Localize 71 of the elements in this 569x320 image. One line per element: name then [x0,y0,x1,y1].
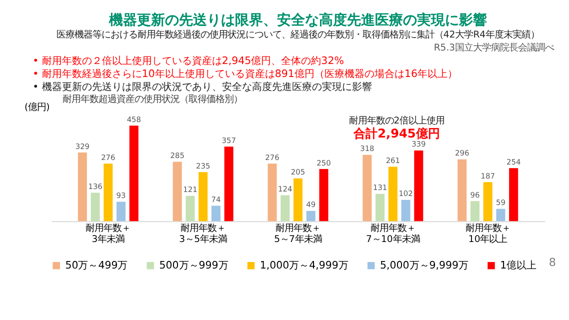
x-tick-label: 耐用年数＋3～5年未満 [179,222,228,246]
x-tick-label: 耐用年数＋10年以上 [465,222,510,246]
data-label: 235 [196,161,210,170]
data-label: 124 [278,184,292,194]
bar [90,192,100,222]
legend-label: 5,000万～9,999万 [380,259,469,272]
data-label: 458 [126,114,142,124]
bar [78,152,87,222]
data-label: 296 [454,148,470,158]
data-label: 102 [398,189,413,198]
bar [268,164,277,222]
legend-label: 1億以上 [500,259,537,272]
bar [104,164,113,222]
data-label: 339 [412,140,426,149]
y-axis-title: (億円) [24,102,50,113]
data-label: 261 [386,156,400,165]
data-label: 276 [265,152,280,162]
x-tick-label: 耐用年数＋5～7年未満 [274,222,322,246]
bar [198,172,208,222]
data-label: 131 [372,183,388,192]
x-tick-label: 耐用年数＋3年未満 [86,222,131,246]
bar [129,126,138,222]
text: • 耐用年数経過後さらに10年以上使用している資産は891億円（医療機器の場合は16年以上） [32,68,458,80]
annotation: 合計2,945億円 [352,126,440,140]
data-label: 59 [496,198,506,208]
legend-label: 1,000万～4,999万 [260,259,348,272]
data-label: 205 [290,168,306,177]
bar [211,206,220,222]
x-tick-label: 耐用年数＋7～10年未満 [366,222,420,246]
data-label: 93 [116,191,126,200]
text: • 耐用年数の２倍以上使用している資産は2,945億円、全体の約32% [32,54,344,67]
data-label: 357 [222,136,236,145]
legend-label: 500万～999万 [159,259,228,272]
data-label: 121 [183,185,198,194]
annotation: 耐用年数の2倍以上使用 [348,115,445,126]
text: R5.3国立大学病院長会議調べ [434,42,554,54]
data-label: 187 [480,171,496,180]
text: 8 [548,256,556,269]
data-label: 329 [75,142,90,151]
bar [186,196,195,222]
bar [458,159,467,222]
bar [376,194,385,222]
bar [319,169,328,222]
data-label: 136 [88,182,103,192]
data-label: 96 [470,190,480,200]
data-label: 49 [306,200,316,210]
data-label: 276 [101,152,116,162]
bar [280,195,290,222]
data-label: 254 [506,157,521,166]
bar [294,178,303,222]
data-label: 250 [316,158,332,168]
bar [306,210,316,222]
chart-title: 機器更新の先送りは限界、安全な高度先進医療の実現に影響 [108,12,488,29]
bar [172,162,182,222]
bar [388,166,398,222]
data-label: 285 [170,150,185,160]
text: • 機器更新の先送りは限界の状況であり、安全な高度先進医療の実現に影響 [32,80,372,93]
bar [401,200,410,222]
bar [414,150,424,222]
text: 耐用年数超過資産の使用状況（取得価格別） [62,94,242,105]
legend-label: 50万～499万 [65,259,128,272]
bar [116,202,126,222]
chart-subtitle: 医療機器等における耐用年数経過後の使用状況について、経過後の年数別・取得価格別に集計（42大学R4年度末実績） [56,30,540,41]
data-label: 318 [360,144,375,154]
bar [496,208,506,222]
bar [483,182,492,222]
bar [224,146,234,222]
data-label: 74 [211,194,221,204]
bar [470,201,480,222]
bar [362,154,372,222]
bar [509,168,518,222]
